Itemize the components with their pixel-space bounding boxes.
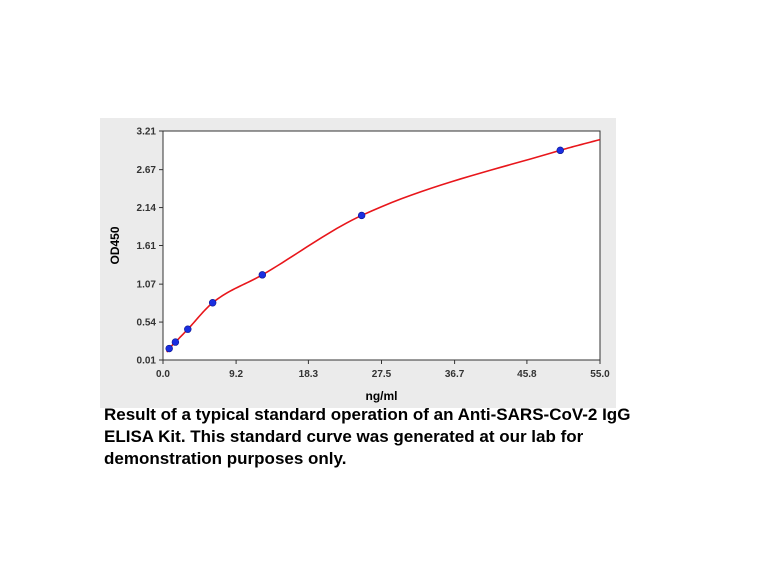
data-point [556, 146, 564, 155]
x-tick-label: 27.5 [372, 369, 392, 380]
x-tick-label: 18.3 [299, 369, 319, 380]
data-points [165, 146, 564, 353]
figure-caption: Result of a typical standard operation o… [104, 405, 631, 468]
x-tick-label: 0.0 [156, 369, 170, 380]
data-point [208, 299, 217, 307]
data-point [165, 344, 173, 353]
y-axis: 0.01 0.54 1.07 1.61 2.14 2.67 3.21 [137, 127, 163, 367]
y-tick-label: 0.54 [137, 318, 157, 329]
y-tick-label: 3.21 [137, 127, 157, 138]
x-axis: 0.0 9.2 18.3 27.5 36.7 45.8 55.0 [156, 360, 610, 380]
y-axis-title: OD450 [108, 226, 122, 264]
standard-curve-chart: 0.0 9.2 18.3 27.5 36.7 45.8 55.0 0.01 0.54 1.07 1… [108, 127, 610, 404]
x-tick-label: 9.2 [229, 369, 243, 380]
y-tick-label: 1.61 [137, 241, 157, 252]
y-tick-label: 2.67 [137, 165, 157, 176]
plot-area [162, 130, 601, 361]
x-tick-label: 36.7 [445, 369, 465, 380]
data-point [184, 325, 192, 333]
chart-panel: 0.0 9.2 18.3 27.5 36.7 45.8 55.0 0.01 0.54 1.07 1… [100, 118, 616, 408]
x-axis-title: ng/ml [366, 389, 398, 403]
data-point [357, 211, 366, 220]
x-tick-label: 55.0 [590, 369, 610, 380]
y-tick-label: 1.07 [137, 280, 157, 291]
y-tick-label: 2.14 [137, 203, 157, 214]
y-tick-label: 0.01 [137, 356, 157, 367]
data-point [171, 338, 180, 346]
data-point [258, 271, 267, 279]
x-tick-label: 45.8 [517, 369, 537, 380]
